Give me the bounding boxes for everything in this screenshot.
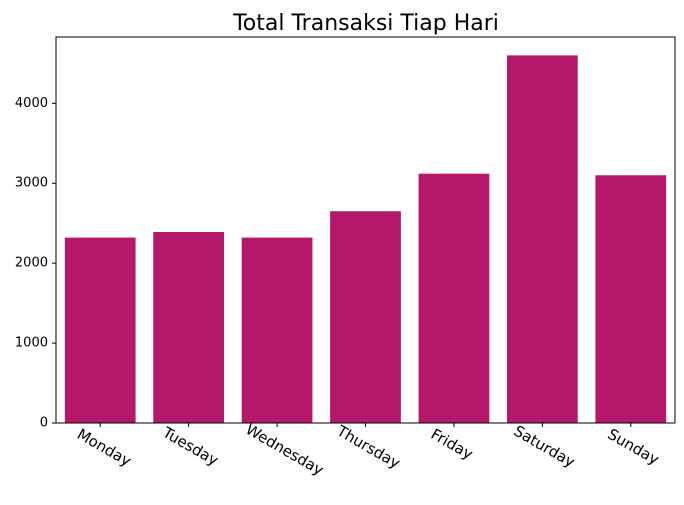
y-tick-label: 1000 (15, 336, 48, 351)
bar-monday (64, 237, 136, 423)
x-tick-label: Monday (74, 425, 134, 470)
y-tick-label: 0 (40, 416, 48, 431)
x-tick-label: Wednesday (243, 420, 327, 479)
bar-sunday (595, 175, 667, 423)
x-tick-label: Saturday (511, 422, 579, 471)
y-tick-label: 3000 (15, 176, 48, 191)
x-tick-label: Friday (428, 425, 476, 463)
x-tick-label: Sunday (605, 425, 663, 469)
x-tick-label: Thursday (333, 421, 403, 472)
y-tick-label: 4000 (15, 96, 48, 111)
bar-friday (418, 173, 490, 423)
bar-saturday (506, 55, 578, 423)
x-tick-label: Tuesday (159, 423, 222, 470)
plot-frame (55, 36, 676, 424)
bars-layer (64, 55, 667, 423)
chart-title: Total Transaksi Tiap Hari (232, 11, 499, 36)
bar-wednesday (241, 237, 313, 423)
y-tick-label: 2000 (15, 256, 48, 271)
bar-thursday (330, 211, 401, 423)
bar-tuesday (153, 232, 225, 423)
